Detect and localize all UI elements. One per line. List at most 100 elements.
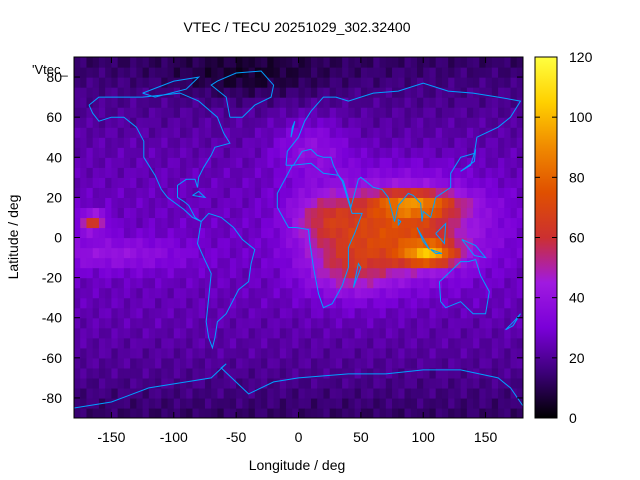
heatmap-cell [155,347,162,359]
heatmap-cell [161,347,169,359]
heatmap-cell [367,327,374,339]
heatmap-cell [117,97,125,108]
heatmap-cell [130,77,137,88]
heatmap-cell [429,257,437,269]
heatmap-cell [329,407,337,418]
heatmap-cell [186,57,194,68]
heatmap-cell [354,327,362,339]
heatmap-cell [485,57,493,68]
heatmap-cell [448,97,456,108]
heatmap-cell [155,117,162,128]
heatmap-cell [180,177,187,188]
heatmap-cell [460,57,468,68]
heatmap-cell [441,137,449,148]
heatmap-cell [98,97,106,108]
heatmap-cell [298,307,306,319]
heatmap-cell [298,127,306,138]
heatmap-cell [92,187,100,198]
heatmap-cell [286,147,293,158]
heatmap-cell [385,207,393,219]
heatmap-cell [404,407,412,418]
heatmap-cell [117,227,125,239]
heatmap-cell [111,407,119,418]
heatmap-cell [186,87,194,98]
heatmap-cell [86,347,94,359]
heatmap-cell [86,247,94,259]
heatmap-cell [198,277,206,289]
heatmap-cell [398,87,406,98]
heatmap-cell [86,197,94,209]
heatmap-cell [460,157,468,168]
heatmap-cell [142,277,150,289]
heatmap-cell [335,227,343,239]
heatmap-cell [367,117,374,128]
heatmap-cell [92,267,100,279]
heatmap-cell [167,337,175,349]
heatmap-cell [279,227,287,239]
heatmap-cell [516,67,523,78]
heatmap-cell [142,307,150,319]
heatmap-cell [485,327,493,339]
heatmap-cell [155,247,162,259]
heatmap-cell [335,247,343,259]
heatmap-cell [273,267,281,279]
heatmap-cell [86,377,94,389]
heatmap-cell [167,137,175,148]
heatmap-cell [123,327,131,339]
heatmap-cell [429,367,437,379]
heatmap-cell [304,307,312,319]
heatmap-cell [448,337,456,349]
heatmap-cell [123,377,131,389]
heatmap-cell [254,237,262,249]
heatmap-cell [435,397,443,409]
heatmap-cell [286,327,293,339]
heatmap-cell [254,397,262,409]
heatmap-cell [117,137,125,148]
colorbar-tick-label: 40 [569,290,585,306]
heatmap-cell [485,347,493,359]
heatmap-cell [379,277,387,289]
heatmap-cell [335,87,343,98]
heatmap-cell [354,187,362,198]
heatmap-cell [498,397,505,409]
x-tick-label: 150 [474,429,498,445]
heatmap-cell [367,387,374,399]
heatmap-cell [435,77,443,88]
heatmap-cell [155,137,162,148]
heatmap-cell [310,187,318,198]
heatmap-cell [155,397,162,409]
heatmap-cell [373,207,381,219]
heatmap-cell [329,57,337,68]
heatmap-cell [161,267,169,279]
heatmap-cell [248,167,256,178]
heatmap-cell [454,247,462,259]
heatmap-cell [454,217,462,229]
heatmap-cell [186,197,194,209]
heatmap-cell [148,317,156,329]
heatmap-cell [273,257,281,269]
heatmap-cell [148,237,156,249]
heatmap-cell [491,197,499,209]
heatmap-cell [423,407,431,418]
heatmap-cell [410,387,418,399]
heatmap-cell [142,67,150,78]
heatmap-cell [217,357,225,369]
heatmap-cell [435,387,443,399]
heatmap-cell [186,367,194,379]
heatmap-cell [117,167,125,178]
heatmap-cell [217,207,225,219]
heatmap-cell [254,97,262,108]
heatmap-cell [242,307,250,319]
heatmap-cell [111,97,119,108]
heatmap-cell [416,107,424,118]
heatmap-cell [248,157,256,168]
heatmap-cell [74,117,81,128]
heatmap-cell [155,257,162,269]
heatmap-cell [466,97,474,108]
heatmap-cell [80,217,88,229]
heatmap-cell [498,317,505,329]
heatmap-cell [136,307,144,319]
heatmap-cell [360,227,368,239]
heatmap-cell [180,157,187,168]
heatmap-cell [491,387,499,399]
